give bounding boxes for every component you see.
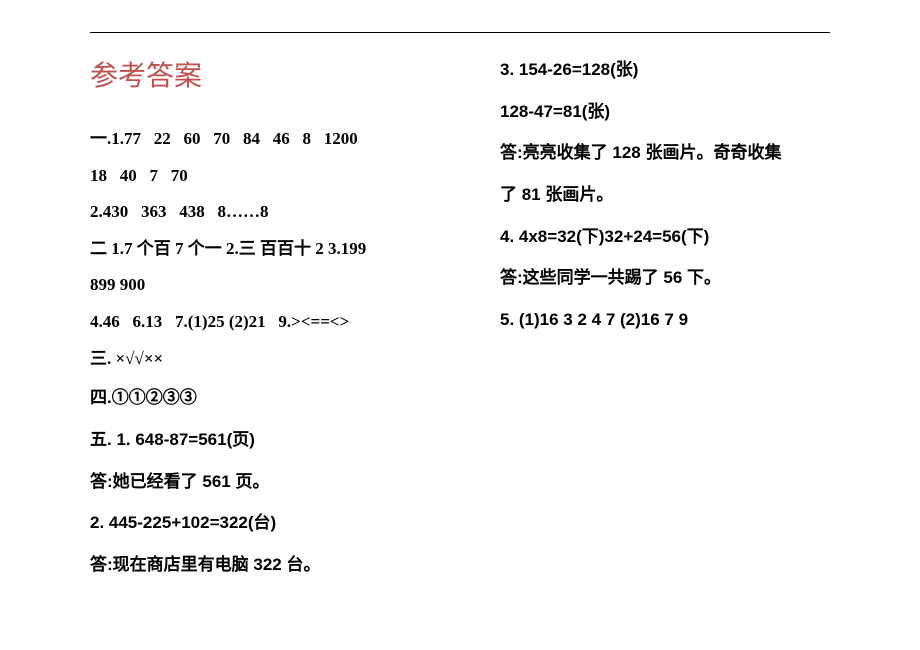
section-two-line1: 二 1.7 个百 7 个一 2.三 百百十 2 3.199 [90,234,490,265]
q3-answer2: 了 81 张画片。 [500,177,830,213]
section-three: 三. ×√√×× [90,344,490,375]
section-one-line1: 一.1.77 22 60 70 84 46 8 1200 [90,124,490,155]
top-rule [90,32,830,33]
section-two-line2: 899 900 [90,270,490,301]
section-five-q2: 2. 445-225+102=322(台) [90,505,490,541]
section-five-a1: 答:她已经看了 561 页。 [90,464,490,500]
section-one-line3: 2.430 363 438 8……8 [90,197,490,228]
content-container: 参考答案 一.1.77 22 60 70 84 46 8 1200 18 40 … [90,46,830,589]
q3-line2: 128-47=81(张) [500,94,830,130]
q3-answer1: 答:亮亮收集了 128 张画片。奇奇收集 [500,135,830,171]
column-left: 参考答案 一.1.77 22 60 70 84 46 8 1200 18 40 … [90,46,490,589]
section-five-q1: 五. 1. 648-87=561(页) [90,422,490,458]
section-four: 四.①①②③③ [90,380,490,416]
q4-answer: 答:这些同学一共踢了 56 下。 [500,260,830,296]
section-one-line2: 18 40 7 70 [90,161,490,192]
q5-line: 5. (1)16 3 2 4 7 (2)16 7 9 [500,302,830,338]
q3-line1: 3. 154-26=128(张) [500,52,830,88]
q4-line: 4. 4x8=32(下)32+24=56(下) [500,219,830,255]
section-five-a2: 答:现在商店里有电脑 322 台。 [90,547,490,583]
page-title: 参考答案 [90,54,490,94]
section-two-line3: 4.46 6.13 7.(1)25 (2)21 9.><==<> [90,307,490,338]
column-right: 3. 154-26=128(张) 128-47=81(张) 答:亮亮收集了 12… [490,46,830,589]
